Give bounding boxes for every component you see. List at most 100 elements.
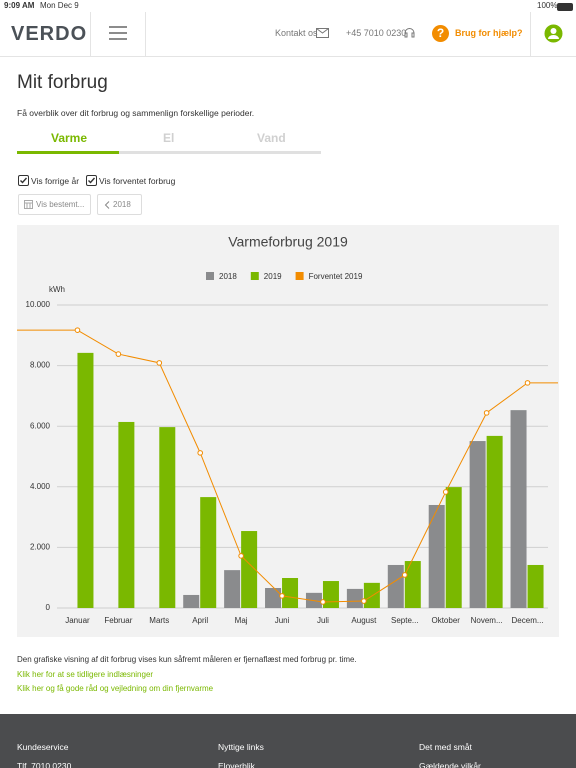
line-point	[197, 450, 204, 456]
x-tick-label: Januar	[65, 616, 90, 625]
line-point	[320, 599, 326, 605]
y-tick-label: 2.000	[30, 543, 51, 552]
footer: Kundeservice Tlf. 7010 0230 Nyttige links E…	[0, 714, 576, 768]
bar	[428, 504, 445, 608]
chart: Varmeforbrug 2019 kWh 0 2.000 4.000 6.000 8.…	[17, 225, 559, 637]
calendar-icon	[24, 200, 33, 209]
checkbox[interactable]	[18, 175, 29, 186]
chevron-icon	[104, 201, 110, 209]
headset-icon	[404, 28, 415, 38]
footer-link[interactable]: Eloverblik	[218, 761, 255, 768]
user-button[interactable]	[544, 24, 563, 43]
y-axis-label: kWh	[49, 285, 65, 294]
x-tick-label: Novem...	[471, 616, 503, 625]
divider	[90, 12, 91, 56]
year-button[interactable]: 2018	[97, 194, 142, 215]
link[interactable]: Klik her for at se tidligere indlæsninge…	[17, 670, 154, 679]
legend-swatch	[295, 272, 304, 280]
bar	[486, 435, 503, 608]
footer-heading: Kundeservice	[17, 742, 69, 752]
x-tick-label: Juni	[275, 616, 290, 625]
tab-track	[17, 151, 321, 154]
legend-label: 2018	[219, 272, 237, 281]
y-tick-label: 4.000	[30, 482, 51, 491]
x-tick-label: April	[192, 616, 208, 625]
line-point	[483, 410, 490, 416]
bar	[200, 497, 217, 608]
line	[77, 329, 528, 603]
phone[interactable]: +45 7010 0230	[346, 28, 407, 38]
y-tick-label: 6.000	[30, 421, 51, 430]
bar	[265, 588, 282, 608]
status-bar: 9:09 AM Mon Dec 9 100%	[0, 0, 576, 12]
line-point	[156, 360, 163, 366]
line-point	[238, 553, 244, 559]
bar	[241, 531, 258, 608]
button-label: Vis bestemt...	[36, 200, 85, 209]
x-tick-label: Maj	[235, 616, 248, 625]
y-tick-label: 8.000	[30, 361, 51, 370]
checkbox-label[interactable]: Vis forventet forbrug	[99, 176, 176, 186]
x-tick-label: Septe...	[391, 616, 419, 625]
x-tick-label: Februar	[104, 616, 132, 625]
tab[interactable]: Vand	[257, 131, 286, 145]
description: Få overblik over dit forbrug og sammenli…	[17, 108, 255, 118]
tab-indicator	[17, 151, 119, 154]
header: VERDO Kontakt os +45 7010 0230 ? Brug fo…	[0, 12, 576, 57]
battery: 100%	[537, 1, 558, 10]
bar	[527, 564, 544, 608]
date: Mon Dec 9	[40, 1, 79, 10]
legend-label: 2019	[264, 272, 282, 281]
x-tick-label: Decem...	[512, 616, 544, 625]
menu-button[interactable]	[108, 25, 128, 41]
legend-swatch	[250, 272, 259, 280]
battery-icon	[557, 3, 573, 11]
footer-link[interactable]: Gældende vilkår	[419, 761, 481, 768]
logo[interactable]: VERDO	[11, 23, 88, 45]
tab[interactable]: El	[163, 131, 175, 145]
x-tick-label: August	[351, 616, 377, 625]
tab-active[interactable]: Varme	[51, 131, 88, 145]
bar	[404, 561, 421, 608]
x-tick-label: Oktober	[431, 616, 460, 625]
tabs: Varme El Vand	[17, 131, 321, 155]
bar	[224, 570, 241, 608]
bar	[282, 578, 299, 608]
time: 9:09 AM	[4, 1, 35, 10]
bar	[322, 581, 339, 608]
bar	[77, 352, 94, 608]
line-point	[115, 351, 122, 357]
date-button[interactable]: Vis bestemt...	[18, 194, 91, 215]
line-point	[401, 572, 408, 578]
bar	[346, 588, 363, 608]
checkbox-label[interactable]: Vis forrige år	[31, 176, 80, 186]
help-link[interactable]: Brug for hjælp?	[455, 28, 523, 38]
note: Den grafiske visning af dit forbrug vise…	[17, 655, 357, 664]
line-point	[74, 327, 81, 333]
footer-link[interactable]: Tlf. 7010 0230	[17, 761, 72, 768]
chart-title: Varmeforbrug 2019	[228, 234, 348, 250]
y-tick-label: 0	[46, 603, 51, 612]
bar	[183, 594, 200, 608]
bar	[469, 441, 486, 608]
footer-heading: Det med småt	[419, 742, 472, 752]
link[interactable]: Klik her og få gode råd og vejledning om…	[17, 684, 214, 693]
help-icon[interactable]: ?	[432, 25, 449, 42]
bar	[510, 410, 527, 608]
contact-link[interactable]: Kontakt os	[275, 28, 318, 38]
line-point	[361, 598, 367, 604]
line-point	[442, 489, 449, 495]
page-title: Mit forbrug	[17, 72, 108, 93]
bar	[445, 487, 462, 608]
mail-icon	[316, 28, 329, 38]
button-label: 2018	[113, 200, 131, 209]
divider	[530, 12, 531, 56]
divider	[145, 12, 146, 56]
checkbox[interactable]	[86, 175, 97, 186]
legend-swatch	[206, 272, 214, 280]
bar	[387, 564, 404, 608]
line-point	[524, 380, 531, 386]
x-tick-label: Marts	[149, 616, 169, 625]
x-tick-label: Juli	[317, 616, 329, 625]
